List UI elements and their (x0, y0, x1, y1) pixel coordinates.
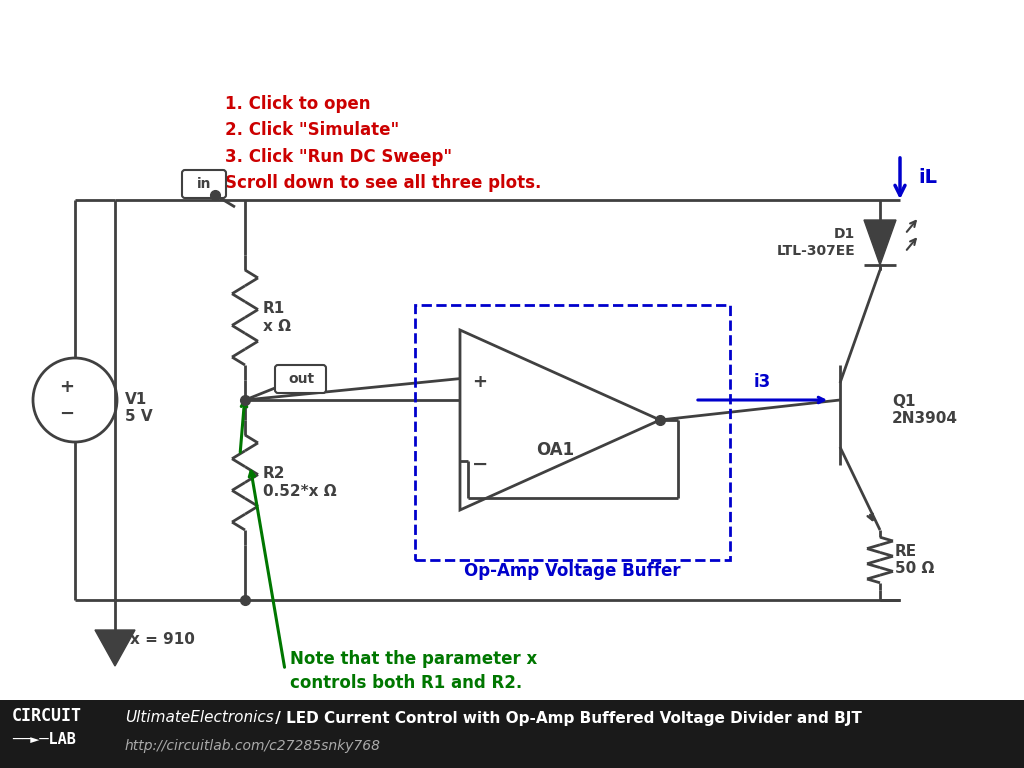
Polygon shape (864, 220, 896, 265)
Text: Q1
2N3904: Q1 2N3904 (892, 394, 958, 426)
Bar (415, 305, 730, 560)
Text: V1
5 V: V1 5 V (125, 392, 153, 424)
Text: i3: i3 (754, 373, 771, 391)
Text: iL: iL (918, 168, 937, 187)
Text: −: − (59, 405, 75, 423)
Text: out: out (288, 372, 314, 386)
FancyBboxPatch shape (275, 365, 326, 393)
Text: http://circuitlab.com/c27285snky768: http://circuitlab.com/c27285snky768 (125, 739, 381, 753)
Text: −: − (472, 455, 488, 474)
Text: 1. Click to open
2. Click "Simulate"
3. Click "Run DC Sweep"
Scroll down to see : 1. Click to open 2. Click "Simulate" 3. … (225, 95, 542, 192)
Text: RE
50 Ω: RE 50 Ω (895, 544, 934, 576)
Text: CIRCUIT: CIRCUIT (12, 707, 82, 725)
Polygon shape (95, 630, 135, 666)
Text: ──►─LAB: ──►─LAB (12, 733, 76, 747)
Text: +: + (472, 372, 487, 391)
FancyBboxPatch shape (182, 170, 226, 198)
Text: D1
LTL-307EE: D1 LTL-307EE (776, 227, 855, 257)
Bar (0, 700, 1024, 768)
Text: Op-Amp Voltage Buffer: Op-Amp Voltage Buffer (464, 562, 681, 580)
Text: x = 910: x = 910 (130, 633, 195, 647)
Text: UltimateElectronics: UltimateElectronics (125, 710, 273, 726)
Text: in: in (197, 177, 211, 191)
Text: Note that the parameter x
controls both R1 and R2.: Note that the parameter x controls both … (290, 650, 538, 692)
Text: R2
0.52*x Ω: R2 0.52*x Ω (263, 466, 337, 498)
Text: +: + (59, 378, 75, 396)
Text: / LED Current Control with Op-Amp Buffered Voltage Divider and BJT: / LED Current Control with Op-Amp Buffer… (270, 710, 862, 726)
Text: OA1: OA1 (536, 441, 574, 459)
Text: R1
x Ω: R1 x Ω (263, 301, 291, 334)
